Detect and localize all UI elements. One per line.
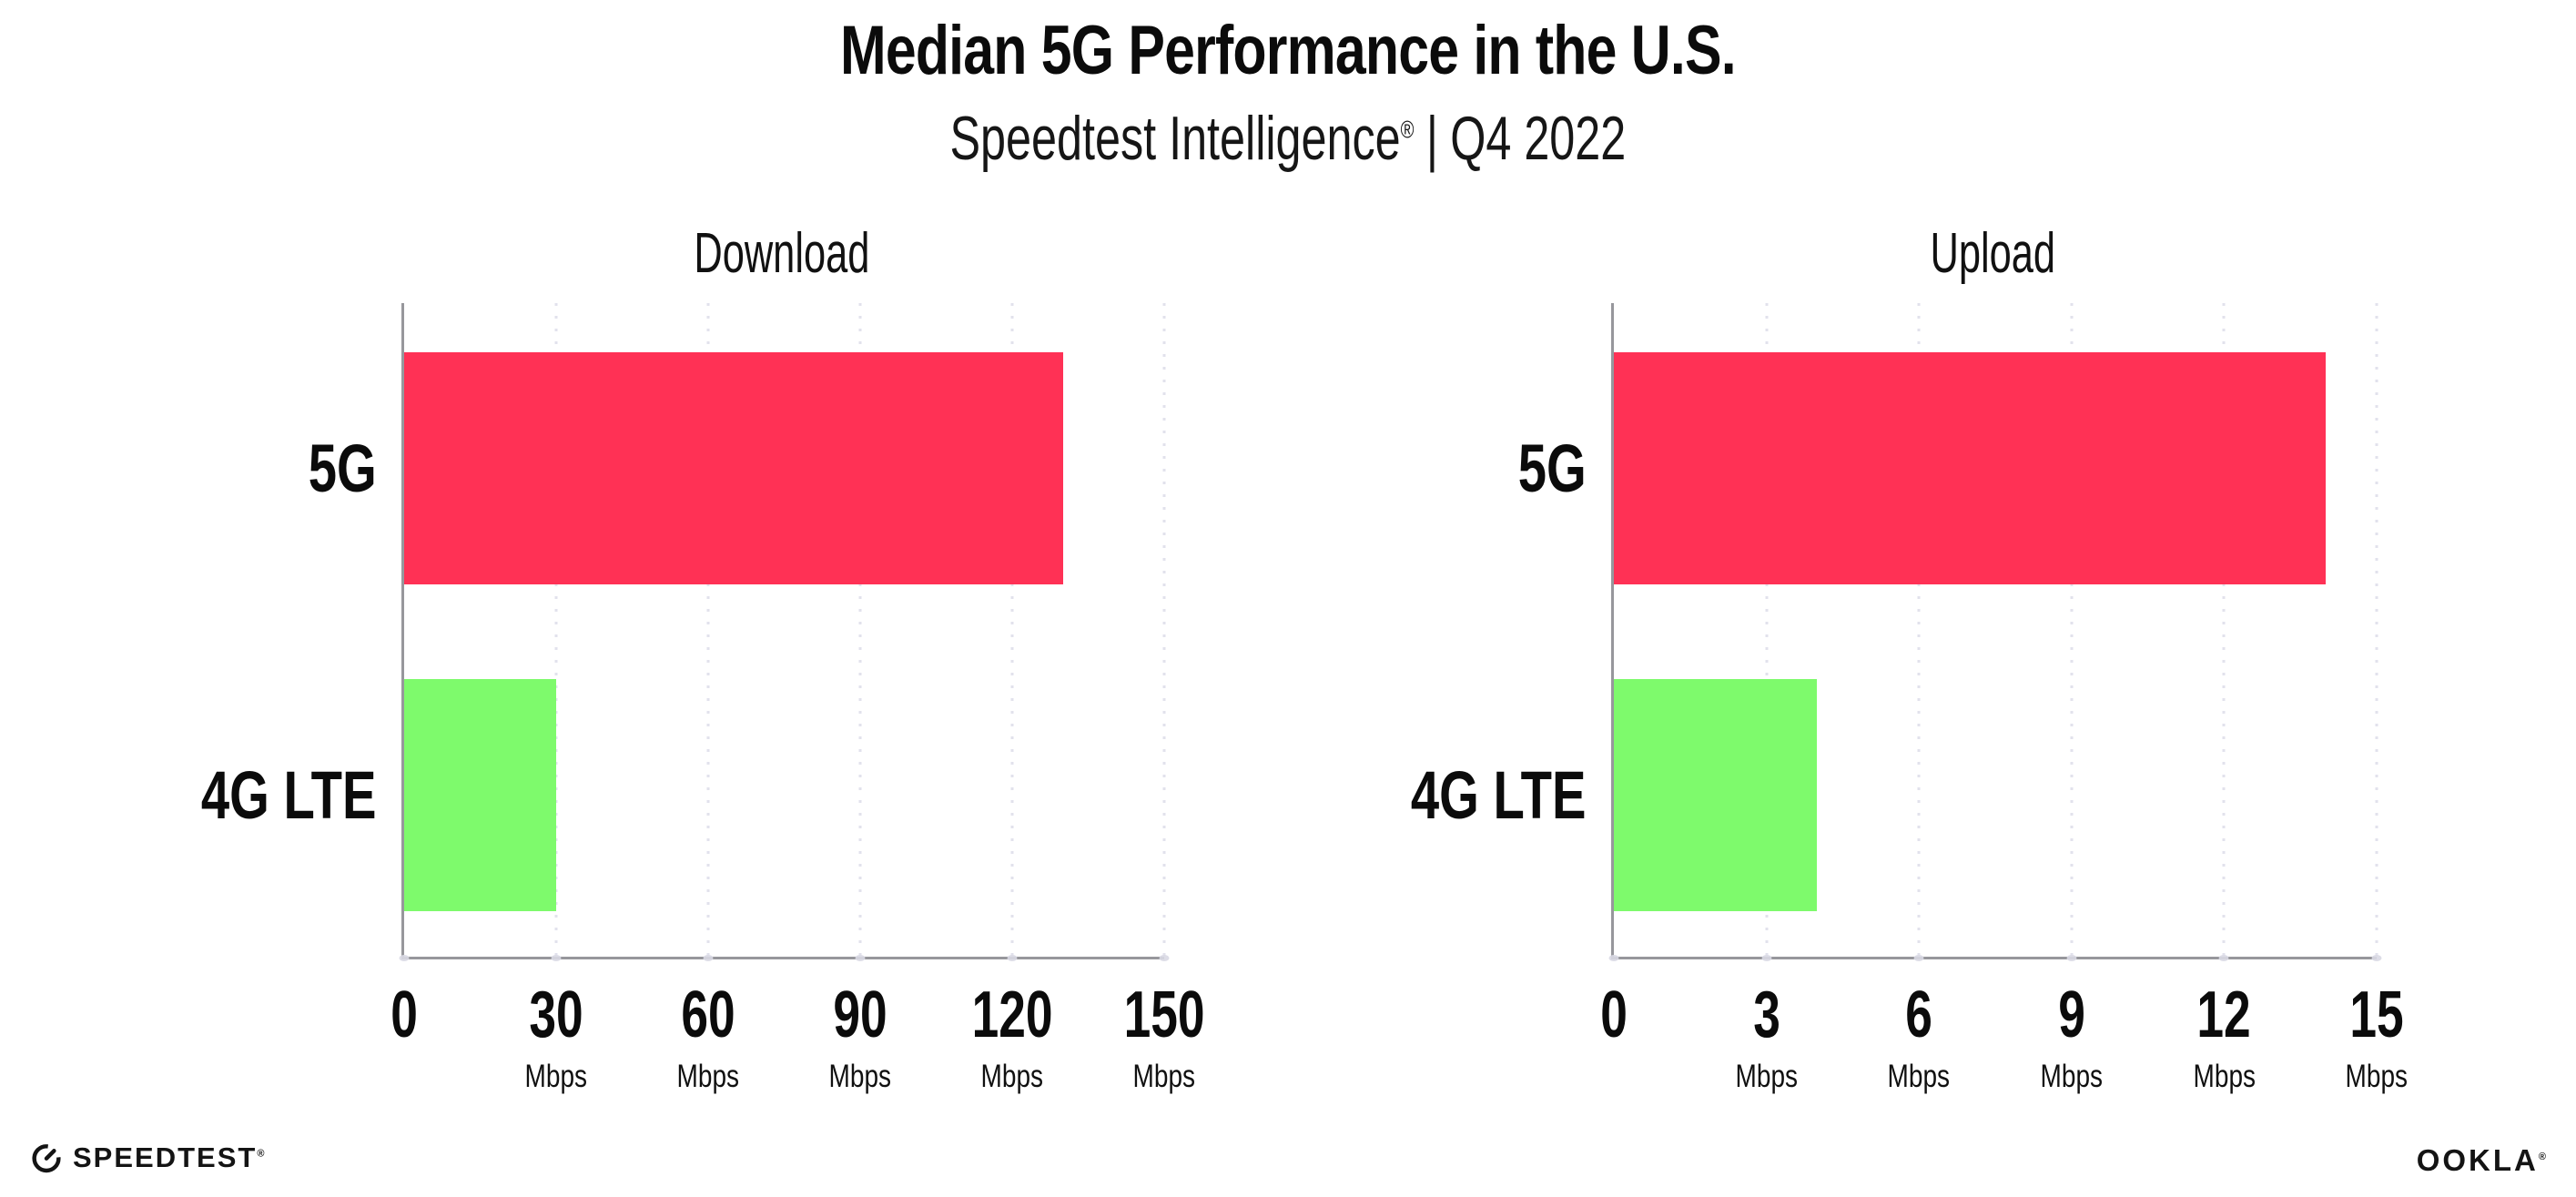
registered-mark: ® (1400, 115, 1415, 144)
x-tick-label-upload-6: 6 Mbps (1800, 982, 2037, 1092)
subtitle-product: Speedtest Intelligence (949, 104, 1401, 173)
upload-4g-lte-bar (1614, 679, 1818, 911)
tick-value: 60 (681, 979, 735, 1051)
download-plot-area: 0 30 Mbps 60 Mbps 90 Mbps 120 Mbps 150 Mbps 5G 4G LT… (201, 303, 1204, 1092)
gridline-upload-6 (1917, 303, 1921, 957)
tick-unit: Mbps (2193, 1059, 2256, 1094)
x-tick-label-download-150: 150 Mbps (1046, 982, 1283, 1092)
speedtest-gauge-icon (32, 1144, 61, 1173)
download-4g-lte-bar (404, 679, 556, 911)
ookla-trademark: ® (2538, 1151, 2549, 1162)
ookla-logo: OOKLA® (2417, 1143, 2549, 1178)
speedtest-logo: SPEEDTEST® (31, 1141, 266, 1174)
tick-unit: Mbps (1735, 1059, 1798, 1094)
x-tick-label-download-90: 90 Mbps (742, 982, 979, 1092)
subtitle-separator: | (1425, 104, 1439, 173)
x-tick-label-download-120: 120 Mbps (894, 982, 1131, 1092)
gridline-download-90 (858, 303, 862, 957)
page-title: Median 5G Performance in the U.S. (840, 12, 1737, 89)
download-category-label-5g: 5G (308, 430, 377, 506)
x-tick-label-upload-3: 3 Mbps (1648, 982, 1885, 1092)
axis-tick-dot (1007, 955, 1018, 961)
gridline-upload-15 (2375, 303, 2378, 957)
tick-value: 3 (1752, 979, 1780, 1051)
axis-tick-dot (1913, 955, 1924, 961)
axis-tick-dot (1159, 955, 1170, 961)
tick-value: 6 (1905, 979, 1932, 1051)
gridline-download-60 (706, 303, 710, 957)
axis-tick-dot (2066, 955, 2077, 961)
x-tick-label-upload-15: 15 Mbps (2258, 982, 2495, 1092)
tick-value: 120 (971, 979, 1053, 1051)
x-tick-label-upload-9: 9 Mbps (1953, 982, 2190, 1092)
subtitle-period: Q4 2022 (1450, 104, 1627, 173)
upload-chart-title: Upload (1930, 222, 2055, 285)
gridline-download-30 (554, 303, 558, 957)
x-tick-label-download-30: 30 Mbps (438, 982, 674, 1092)
upload-category-label-4g-lte: 4G LTE (1411, 756, 1587, 833)
axis-tick-dot (551, 955, 562, 961)
gridline-upload-9 (2070, 303, 2074, 957)
tick-value: 12 (2196, 979, 2252, 1051)
axis-tick-dot (399, 955, 410, 961)
speedtest-wordmark: SPEEDTEST® (73, 1141, 267, 1173)
download-chart-title: Download (693, 222, 869, 285)
tick-value: 15 (2349, 979, 2404, 1051)
tick-unit: Mbps (1887, 1059, 1951, 1094)
axis-tick-dot (2371, 955, 2382, 961)
tick-unit: Mbps (828, 1059, 892, 1094)
axis-tick-dot (2218, 955, 2229, 961)
tick-unit: Mbps (1132, 1059, 1196, 1094)
download-category-label-4g-lte: 4G LTE (201, 756, 377, 833)
upload-category-label-5g: 5G (1517, 430, 1587, 506)
axis-tick-dot (1761, 955, 1772, 961)
gridline-download-120 (1010, 303, 1014, 957)
tick-value: 0 (390, 979, 418, 1051)
gridline-upload-12 (2222, 303, 2226, 957)
speedtest-trademark: ® (257, 1148, 267, 1160)
tick-value: 0 (1600, 979, 1628, 1051)
gridline-upload-3 (1765, 303, 1769, 957)
axis-tick-dot (855, 955, 866, 961)
x-tick-label-download-0: 0 (286, 982, 522, 1048)
x-tick-label-upload-0: 0 (1496, 982, 1732, 1048)
gridline-download-150 (1162, 303, 1166, 957)
axis-tick-dot (1608, 955, 1619, 961)
tick-unit: Mbps (2040, 1059, 2104, 1094)
upload-5g-bar (1614, 352, 2327, 584)
tick-unit: Mbps (2345, 1059, 2409, 1094)
tick-value: 30 (529, 979, 583, 1051)
upload-plot-area: 0 3 Mbps 6 Mbps 9 Mbps 12 Mbps 15 Mbps 5G 4G LTE (1411, 303, 2408, 1092)
download-5g-bar (404, 352, 1063, 584)
tick-unit: Mbps (676, 1059, 740, 1094)
tick-value: 9 (2057, 979, 2085, 1051)
axis-tick-dot (703, 955, 714, 961)
x-tick-label-download-60: 60 Mbps (590, 982, 827, 1092)
tick-value: 90 (833, 979, 887, 1051)
tick-unit: Mbps (980, 1059, 1044, 1094)
x-tick-label-upload-12: 12 Mbps (2105, 982, 2342, 1092)
page-subtitle: Speedtest Intelligence® | Q4 2022 (0, 107, 2576, 169)
ookla-wordmark: OOKLA® (2416, 1143, 2549, 1177)
tick-unit: Mbps (524, 1059, 588, 1094)
tick-value: 150 (1123, 979, 1205, 1051)
